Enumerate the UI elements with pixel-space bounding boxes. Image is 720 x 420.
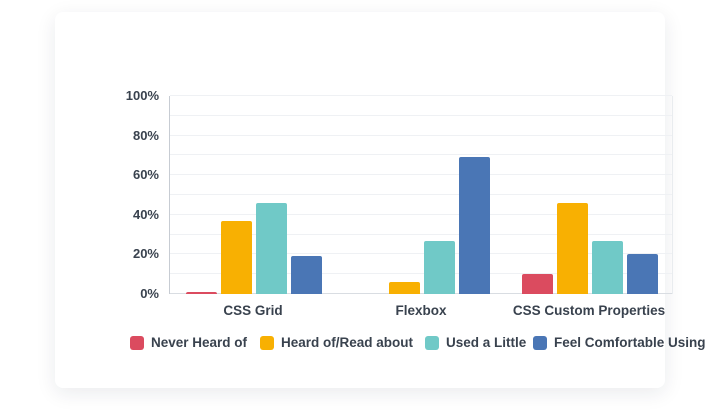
legend-label-feel-comfortable-using: Feel Comfortable Using [554, 335, 706, 350]
legend-item-used-a-little: Used a Little [425, 336, 526, 350]
legend-swatch-never-heard-of [130, 336, 144, 350]
category-label-css-grid: CSS Grid [223, 303, 283, 318]
x-axis-line [170, 293, 672, 294]
legend-label-never-heard-of: Never Heard of [151, 335, 248, 350]
bar-css-grid-used-a-little [256, 202, 287, 294]
legend-item-heard-of-read-about: Heard of/Read about [260, 336, 413, 350]
plot-area [169, 95, 673, 294]
bar-flexbox-used-a-little [424, 240, 455, 294]
gridline-100 [170, 95, 672, 96]
gridline-70 [170, 154, 672, 156]
gridline-90 [170, 114, 672, 116]
legend-swatch-feel-comfortable-using [533, 336, 547, 350]
legend-label-used-a-little: Used a Little [446, 335, 527, 350]
y-tick-label-40: 40% [132, 206, 159, 222]
legend-swatch-heard-of-read-about [260, 336, 274, 350]
legend-label-heard-of-read-about: Heard of/Read about [281, 335, 414, 350]
chart-card: 0% 20% 40% 60% 80% 100% CSS Grid Flexbox CSS Cu… [55, 12, 706, 388]
bar-flexbox-feel-comfortable-using [459, 157, 490, 294]
bar-css-custom-properties-feel-comfortable-using [627, 254, 658, 294]
gridline-50 [170, 194, 672, 195]
bar-css-custom-properties-never-heard-of [522, 274, 553, 294]
y-tick-label-60: 60% [132, 167, 159, 183]
bar-css-grid-never-heard-of [186, 292, 217, 294]
bar-css-custom-properties-heard-of-read-about [557, 202, 588, 294]
gridline-60 [170, 174, 672, 176]
category-label-flexbox: Flexbox [395, 303, 447, 318]
legend-item-feel-comfortable-using: Feel Comfortable Using [533, 336, 706, 350]
gridline-20 [170, 253, 672, 255]
y-tick-label-0: 0% [140, 286, 159, 301]
gridline-40 [170, 213, 672, 215]
legend-item-never-heard-of: Never Heard of [130, 336, 247, 350]
bar-css-grid-heard-of-read-about [221, 220, 252, 294]
bar-css-grid-feel-comfortable-using [291, 256, 322, 294]
y-tick-label-20: 20% [132, 246, 159, 262]
y-tick-label-100: 100% [125, 88, 159, 103]
gridline-30 [170, 233, 672, 235]
gridline-80 [170, 134, 672, 136]
gridline-10 [170, 273, 672, 275]
legend-swatch-used-a-little [425, 336, 439, 350]
category-label-css-custom-properties: CSS Custom Properties [512, 303, 666, 318]
bar-css-custom-properties-used-a-little [592, 240, 623, 294]
bar-flexbox-heard-of-read-about [389, 282, 420, 294]
y-tick-label-80: 80% [132, 127, 159, 143]
